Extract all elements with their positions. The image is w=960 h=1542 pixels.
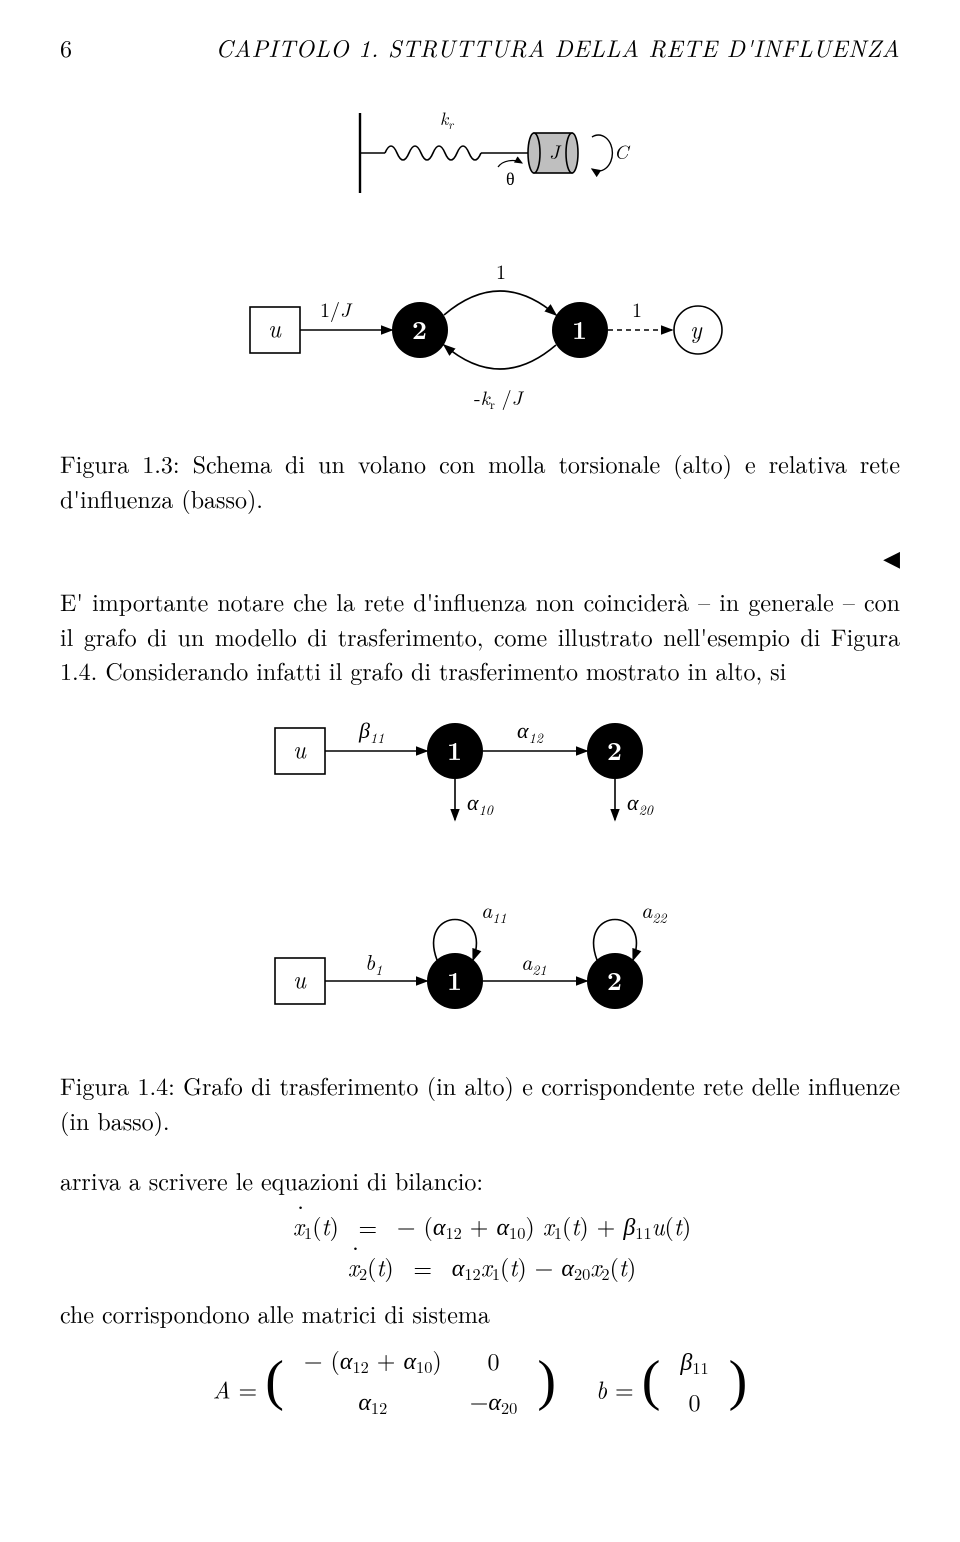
edge-1-y: 1 — [632, 294, 642, 323]
system-matrices: A = ( − (α12 + α10) 0 α12 −α20 ) b = — [60, 1340, 900, 1421]
matrix-A: − (α12 + α10) 0 α12 −α20 — [290, 1340, 532, 1421]
edge-1-2: -kr /J — [474, 382, 525, 413]
a22: a22 — [641, 894, 667, 928]
alpha10: α10 — [467, 786, 494, 820]
u-label-3: u — [293, 961, 307, 995]
edge-2-1: 1 — [496, 256, 506, 285]
beta11: β11 — [358, 714, 384, 748]
alpha12: α12 — [517, 714, 544, 748]
b-label: b — [596, 1372, 607, 1406]
u-box-label: u — [268, 310, 282, 344]
eq-sign-1: = — [357, 1209, 379, 1244]
tg-node-2: 2 — [607, 731, 622, 768]
ig-node-1: 1 — [447, 961, 462, 998]
ig-node-2: 2 — [607, 961, 622, 998]
balance-equations: x1(t) = − (α12 + α10) x1(t) + β11u(t) x2… — [60, 1208, 900, 1285]
node-2: 2 — [412, 310, 427, 347]
A-label: A — [213, 1372, 231, 1406]
figure-transfer-graph: u β11 1 α12 2 α10 α20 — [60, 698, 900, 856]
paragraph-3: che corrispondono alle matrici di sistem… — [60, 1296, 900, 1331]
edge-u-2: 1/J — [320, 294, 353, 323]
b1: b1 — [365, 946, 382, 980]
figure-influence-net-top: u 1/J 2 1 -kr /J 1 1 y — [60, 245, 900, 423]
theta-label: θ — [506, 166, 515, 191]
page-number: 6 — [60, 30, 72, 65]
y-node: y — [690, 311, 703, 345]
kr-label: kr — [440, 106, 454, 133]
eq-sign-2: = — [412, 1250, 434, 1285]
chapter-title: CAPITOLO 1. STRUTTURA DELLA RETE D'INFLU… — [216, 30, 900, 65]
u-label-2: u — [293, 731, 307, 765]
tg-node-1: 1 — [447, 731, 462, 768]
page-header: 6 CAPITOLO 1. STRUTTURA DELLA RETE D'INF… — [60, 30, 900, 65]
paragraph-2: arriva a scrivere le equazioni di bilanc… — [60, 1163, 900, 1198]
caption-1-3: Figura 1.3: Schema di un volano con moll… — [60, 446, 900, 516]
matrix-b: β11 0 — [666, 1341, 722, 1421]
a11: a11 — [481, 894, 507, 928]
node-1: 1 — [572, 310, 587, 347]
C-label: C — [614, 136, 631, 165]
a21: a21 — [521, 946, 547, 980]
alpha20: α20 — [627, 786, 654, 820]
figure-influence-graph: u b1 1 a11 a21 2 a22 — [60, 886, 900, 1044]
end-example-marker: ◀ — [60, 542, 900, 574]
figure-spring-flywheel: θ kr J C — [60, 93, 900, 221]
paragraph-1: E' importante notare che la rete d'influ… — [60, 584, 900, 688]
caption-1-4: Figura 1.4: Grafo di trasferimento (in a… — [60, 1068, 900, 1138]
